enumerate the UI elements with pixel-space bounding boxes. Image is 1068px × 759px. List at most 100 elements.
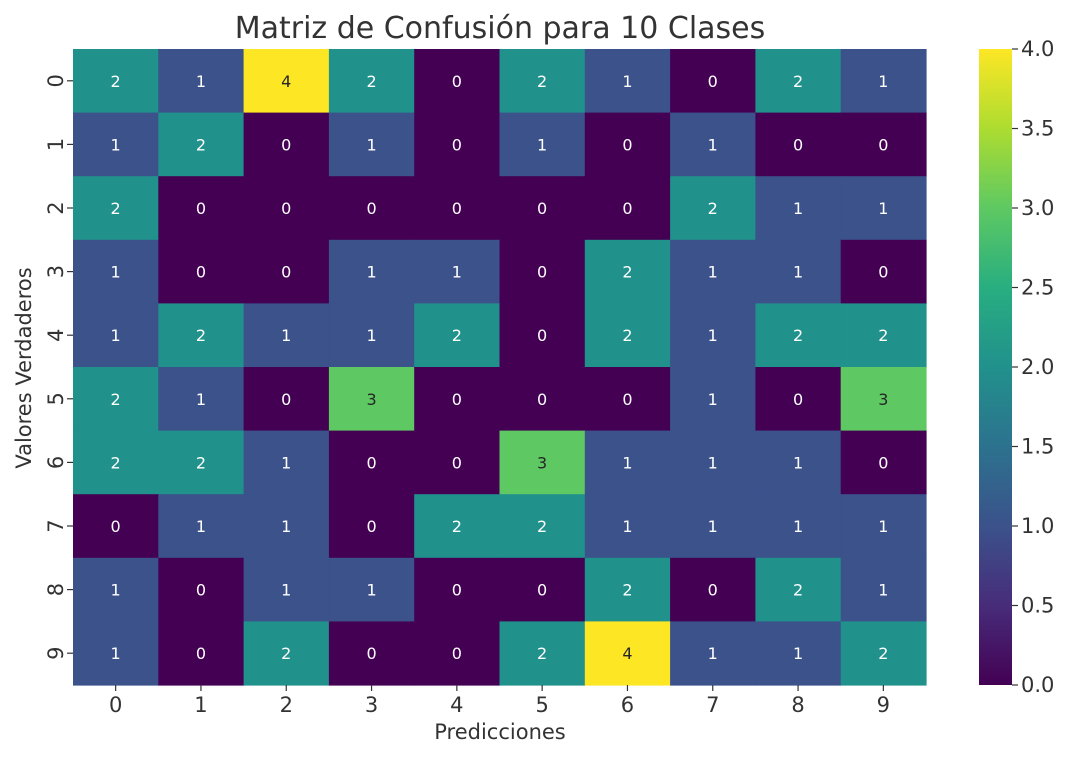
cell-value-label: 1 <box>111 644 121 663</box>
heatmap-cell <box>670 430 756 495</box>
heatmap-cell <box>840 621 927 686</box>
cell-value-label: 1 <box>452 263 462 282</box>
cell-value-label: 1 <box>793 263 803 282</box>
cell-value-label: 2 <box>111 390 121 409</box>
heatmap-cell <box>499 367 586 432</box>
cell-value-label: 1 <box>622 453 632 472</box>
heatmap-cell <box>73 49 159 114</box>
heatmap-cell <box>158 621 245 686</box>
heatmap-cell <box>158 367 245 432</box>
cell-value-label: 2 <box>281 644 291 663</box>
heatmap-cell <box>840 112 927 177</box>
heatmap-cell <box>499 112 586 177</box>
cell-value-label: 1 <box>708 453 718 472</box>
cell-value-label: 0 <box>537 390 547 409</box>
heatmap-cell <box>670 494 756 559</box>
heatmap-cell <box>499 557 586 622</box>
heatmap-cell <box>755 49 842 114</box>
cell-value-label: 0 <box>793 135 803 154</box>
cell-value-label: 1 <box>878 581 888 600</box>
cell-value-label: 1 <box>708 326 718 345</box>
heatmap-cell <box>158 494 245 559</box>
heatmap-cell <box>158 303 245 368</box>
x-tick-label: 6 <box>621 693 634 717</box>
heatmap-cell <box>670 557 756 622</box>
cell-value-label: 0 <box>537 199 547 218</box>
x-tick-label: 5 <box>535 693 548 717</box>
cell-value-label: 1 <box>622 517 632 536</box>
cell-value-label: 0 <box>281 199 291 218</box>
heatmap-cell <box>243 621 330 686</box>
y-tick-label: 2 <box>44 201 68 214</box>
x-tick-label: 7 <box>706 693 719 717</box>
heatmap-cell <box>755 494 842 559</box>
cell-value-label: 0 <box>708 72 718 91</box>
y-tick-label: 3 <box>44 265 68 278</box>
heatmap-cell <box>243 494 330 559</box>
cell-value-label: 2 <box>196 326 206 345</box>
heatmap-cell <box>755 430 842 495</box>
x-tick-label: 0 <box>109 693 122 717</box>
heatmap-cell <box>158 176 245 241</box>
heatmap-cell <box>670 367 756 432</box>
cell-value-label: 0 <box>111 517 121 536</box>
cell-value-label: 1 <box>708 263 718 282</box>
cell-value-label: 2 <box>878 326 888 345</box>
heatmap-cell <box>670 112 756 177</box>
y-tick-label: 8 <box>44 583 68 596</box>
cell-value-label: 1 <box>878 517 888 536</box>
colorbar-gradient <box>979 49 1012 685</box>
cell-value-label: 1 <box>793 644 803 663</box>
x-tick-label: 3 <box>365 693 378 717</box>
heatmap-cell <box>670 239 756 304</box>
heatmap-cell <box>499 621 586 686</box>
cell-value-label: 1 <box>281 517 291 536</box>
cell-value-label: 2 <box>622 581 632 600</box>
heatmap-cell <box>73 494 159 559</box>
y-tick-label: 5 <box>44 392 68 405</box>
heatmap-cell <box>414 494 501 559</box>
cell-value-label: 2 <box>537 72 547 91</box>
heatmap-cell <box>243 176 330 241</box>
cell-value-label: 3 <box>878 390 888 409</box>
cell-value-label: 2 <box>196 135 206 154</box>
heatmap-cell <box>328 49 415 114</box>
heatmap-cell <box>73 367 159 432</box>
cell-value-label: 4 <box>622 644 632 663</box>
cell-value-label: 2 <box>196 453 206 472</box>
cell-value-label: 1 <box>281 581 291 600</box>
heatmap-cell <box>414 557 501 622</box>
heatmap-cell <box>414 176 501 241</box>
cell-value-label: 1 <box>708 390 718 409</box>
heatmap-cell <box>755 112 842 177</box>
cell-value-label: 0 <box>366 453 376 472</box>
heatmap-cell <box>840 49 927 114</box>
heatmap-cell <box>584 494 671 559</box>
cell-value-label: 0 <box>622 390 632 409</box>
heatmap-cell <box>328 430 415 495</box>
heatmap-cell <box>499 176 586 241</box>
heatmap-cell <box>328 176 415 241</box>
cell-value-label: 2 <box>793 581 803 600</box>
heatmap-cell <box>499 494 586 559</box>
cell-value-label: 1 <box>366 263 376 282</box>
cell-value-label: 2 <box>537 644 547 663</box>
y-axis-ticks: 0 1 2 3 4 5 6 7 8 9 <box>44 74 73 660</box>
cell-value-label: 0 <box>196 581 206 600</box>
heatmap-cell <box>243 49 330 114</box>
cell-value-label: 0 <box>196 263 206 282</box>
heatmap-cells: 2 1 4 2 0 2 1 0 2 1 1 2 0 1 0 1 0 1 0 0 2 0 0 0 0 0 0 2 1 1 1 0 0 1 1 0 2 1 1 0… <box>73 49 927 686</box>
heatmap-cell <box>755 303 842 368</box>
cell-value-label: 0 <box>537 581 547 600</box>
cell-value-label: 3 <box>537 453 547 472</box>
heatmap-cell <box>414 303 501 368</box>
heatmap-cell <box>73 239 159 304</box>
cell-value-label: 1 <box>878 72 888 91</box>
cell-value-label: 0 <box>622 199 632 218</box>
heatmap-cell <box>670 621 756 686</box>
heatmap-cell <box>499 303 586 368</box>
heatmap-cell <box>670 176 756 241</box>
cell-value-label: 1 <box>196 390 206 409</box>
heatmap-cell <box>499 49 586 114</box>
